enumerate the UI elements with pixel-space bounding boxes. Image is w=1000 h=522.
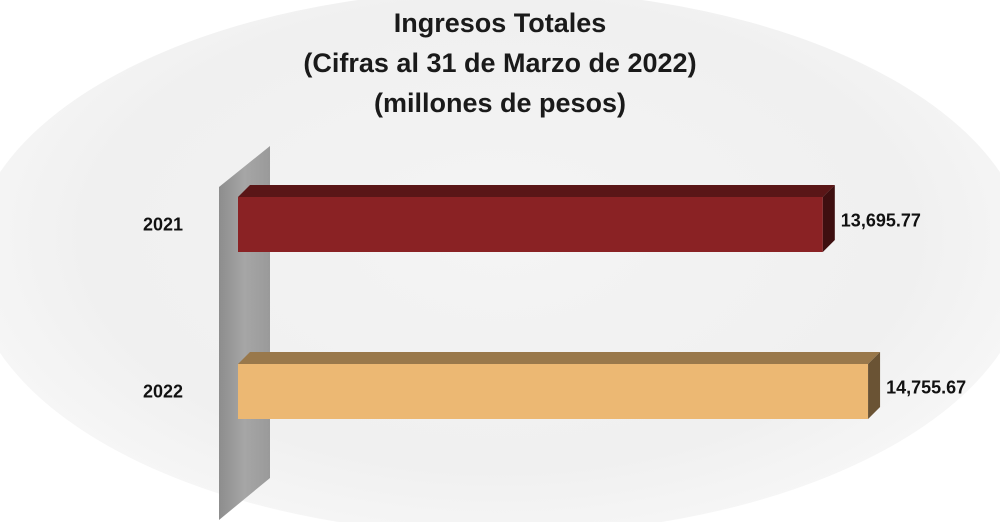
bar-front-face (238, 364, 869, 419)
value-label-2021: 13,695.77 (841, 211, 921, 231)
bar-top-face (238, 185, 835, 197)
bar-front-face (238, 197, 823, 252)
bar-end-face (822, 185, 835, 252)
bar-end-face (868, 352, 881, 419)
chart-subtitle-units: (millones de pesos) (373, 88, 627, 118)
category-label-2022: 2022 (143, 382, 183, 402)
chart-title: Ingresos Totales (393, 8, 607, 38)
chart-subtitle-date: (Cifras al 31 de Marzo de 2022) (303, 48, 697, 78)
value-label-2022: 14,755.67 (886, 378, 966, 398)
bar-top-face (238, 352, 881, 364)
bar-2021 (238, 185, 835, 252)
category-label-2021: 2021 (143, 215, 183, 235)
bar-2022 (238, 352, 881, 419)
